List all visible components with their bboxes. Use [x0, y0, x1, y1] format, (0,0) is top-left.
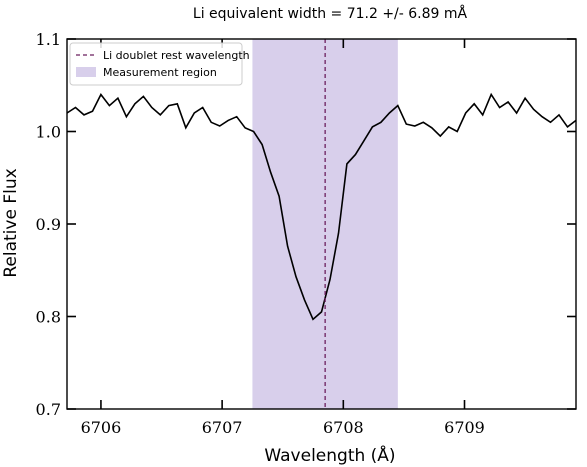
- legend-label: Measurement region: [103, 66, 217, 79]
- legend: Li doublet rest wavelength Measurement re…: [69, 42, 250, 86]
- x-axis-label: Wavelength (Å): [264, 444, 395, 466]
- y-tick-label: 0.8: [36, 308, 61, 327]
- x-tick-label: 6706: [81, 418, 122, 437]
- chart-title: Li equivalent width = 71.2 +/- 6.89 mÅ: [193, 5, 468, 22]
- legend-region-swatch: [76, 67, 96, 77]
- y-tick-label: 1.1: [36, 30, 61, 49]
- x-tick-label: 6707: [202, 418, 243, 437]
- x-tick-label: 6708: [323, 418, 364, 437]
- legend-box: [69, 42, 243, 86]
- flux-series-line: [66, 92, 577, 321]
- y-axis-label: Relative Flux: [1, 168, 21, 277]
- legend-label: Li doublet rest wavelength: [103, 49, 250, 62]
- y-tick-label: 0.7: [36, 400, 61, 419]
- x-tick-label: 6709: [444, 418, 485, 437]
- y-axis-ticks: 0.7 0.8 0.9 1.0 1.1: [36, 30, 576, 419]
- y-tick-label: 0.9: [36, 215, 61, 234]
- y-tick-label: 1.0: [36, 123, 61, 142]
